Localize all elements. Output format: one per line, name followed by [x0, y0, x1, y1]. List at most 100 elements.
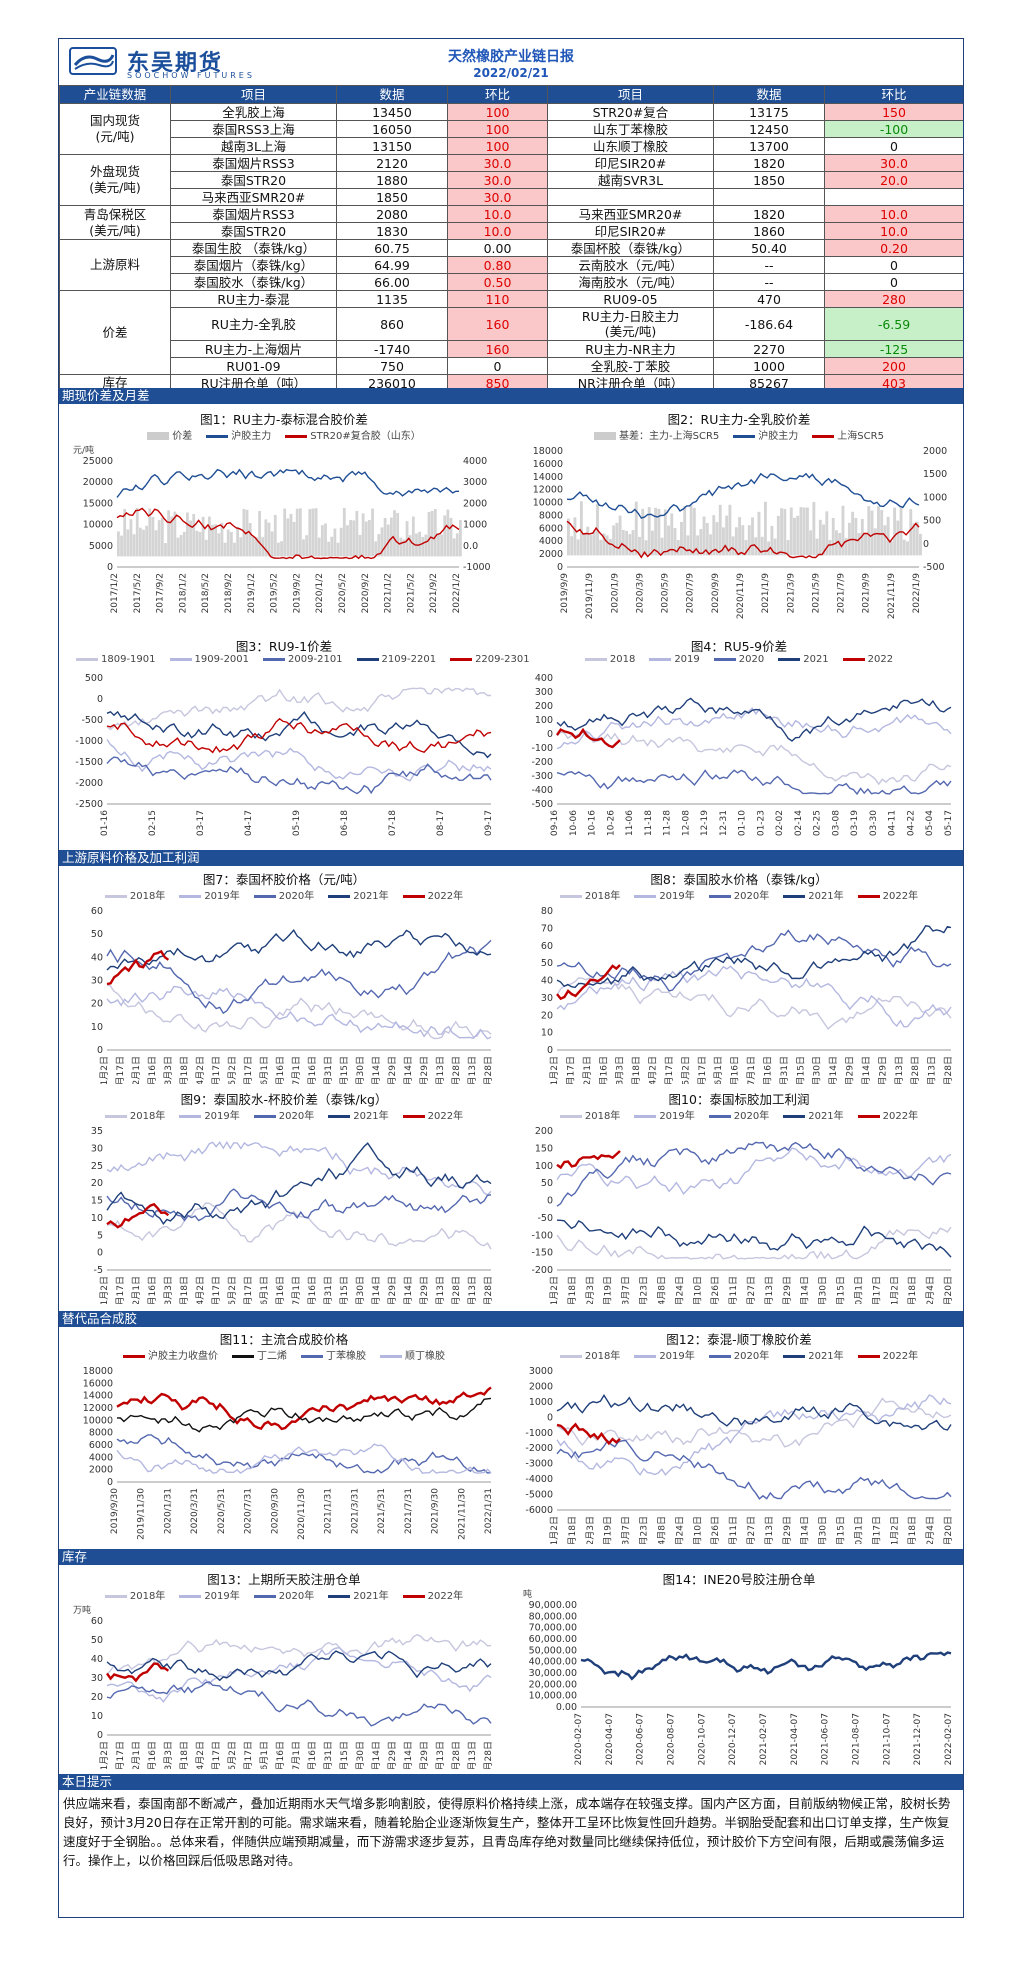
change-cell: 30.0 — [447, 188, 548, 206]
legend-swatch — [253, 894, 276, 898]
x-tick-label: 10月17日 — [871, 1276, 882, 1304]
x-tick-label: 12月28日 — [483, 1276, 494, 1304]
x-tick-label: 3月7日 — [621, 1276, 632, 1304]
y-tick-label: 16000 — [83, 1378, 113, 1389]
legend-item: 2019年 — [634, 887, 695, 902]
legend-item: 2020年 — [708, 1347, 769, 1362]
spread-bar — [634, 501, 638, 556]
x-tick-label: 5月26日 — [710, 1516, 721, 1544]
y-tick-label: 14000 — [533, 472, 563, 483]
spread-bar — [349, 519, 352, 557]
y-tick-label: 60 — [91, 1616, 103, 1627]
change-cell: 0.80 — [447, 256, 548, 274]
legend-swatch — [328, 1114, 351, 1118]
legend-label: 2022 — [867, 654, 894, 665]
category-cell: 国内现货 (元/吨) — [59, 103, 171, 155]
x-tick-label: 11月28日 — [451, 1056, 462, 1084]
legend-item: 丁苯橡胶 — [301, 1347, 366, 1362]
spread-bar — [789, 507, 793, 556]
y-tick-label: 30 — [91, 976, 103, 987]
legend-label: 基差：主力-上海SCR5 — [619, 431, 720, 442]
legend-swatch — [450, 657, 473, 661]
spread-bar — [201, 516, 205, 557]
legend-item: 2020 — [713, 654, 764, 665]
y2-tick-label: 0.0 — [463, 541, 478, 552]
spread-bar — [336, 542, 340, 557]
y-tick-label: 50 — [541, 958, 553, 969]
legend-item: 2020年 — [253, 1107, 314, 1122]
legend-label: 丁二烯 — [257, 1351, 287, 1362]
x-tick-label: 7月1日 — [291, 1741, 302, 1769]
spread-bar — [405, 521, 409, 557]
x-tick-label: 4月8日 — [656, 1516, 667, 1544]
x-tick-label: 7月16日 — [762, 1056, 773, 1084]
legend-label: 2020年 — [278, 891, 315, 902]
x-tick-label: 11-06 — [625, 810, 635, 836]
x-tick-label: 2020/3/31 — [190, 1488, 200, 1534]
x-tick-label: 12月28日 — [483, 1741, 494, 1769]
spread-bar — [317, 537, 321, 557]
y-tick-label: 25000 — [83, 456, 113, 467]
change-cell — [824, 188, 963, 206]
y2-tick-label: -1000 — [463, 562, 491, 573]
x-tick-label: 01-10 — [738, 810, 748, 836]
spread-bar — [718, 504, 722, 556]
x-tick-label: 2021/11/9 — [887, 573, 897, 619]
x-tick-label: 2021/1/9 — [761, 573, 771, 614]
legend-swatch — [104, 1114, 127, 1118]
chart-c11: 图11：主流合成胶价格 沪胶主力收盘价 丁二烯 丁苯橡胶 顺丁橡胶 18000 16000 1… — [69, 1329, 499, 1544]
y-tick-label: 18000 — [83, 1366, 113, 1377]
legend-item: 2021年 — [783, 1107, 844, 1122]
y-tick-label: 12000 — [83, 1403, 113, 1414]
x-tick-label: 2021/3/9 — [786, 573, 796, 614]
legend-item: 2019 — [649, 654, 700, 665]
spread-bar — [909, 509, 913, 556]
y-tick-label: 60,000.00 — [529, 1634, 577, 1645]
x-tick-label: 2021/5/9 — [811, 573, 821, 614]
spread-bar — [120, 535, 123, 557]
series-line — [556, 929, 952, 992]
spread-bar — [123, 509, 127, 557]
y-tick-label: 50,000.00 — [529, 1645, 577, 1656]
legend-label: 2019年 — [204, 891, 240, 902]
table-row: RU01-09 750 0 全乳胶-丁苯胶 1000 200 — [60, 357, 963, 375]
spread-bar — [339, 527, 343, 557]
spread-bar — [770, 525, 774, 556]
spread-bar — [179, 534, 183, 557]
change-cell: -100 — [824, 120, 963, 138]
x-tick-label: 2月3日 — [585, 1276, 596, 1304]
spread-bar — [346, 525, 349, 557]
spread-bar — [893, 507, 897, 556]
y-tick-label: 40 — [541, 976, 553, 987]
legend-item: 2021年 — [328, 1107, 389, 1122]
x-tick-label: 5月26日 — [710, 1276, 721, 1304]
change-cell: 150 — [824, 103, 963, 121]
spread-bar — [371, 508, 374, 557]
legend-label: 2021年 — [353, 891, 389, 902]
chart-c9: 图9：泰国胶水-杯胶价差（泰铢/kg） 2018年 2019年 2020年 2021年 2… — [69, 1089, 499, 1304]
table-header-cell: 环比 — [447, 85, 548, 104]
spread-bar — [330, 536, 334, 557]
item-name-cell: RU主力-全乳胶 — [170, 307, 337, 341]
legend-swatch — [634, 1114, 657, 1118]
spread-bar — [786, 540, 790, 556]
series-line — [556, 1422, 621, 1446]
y-tick-label: -200 — [531, 757, 553, 768]
series-line — [106, 949, 170, 986]
spread-bar — [207, 516, 211, 557]
spread-bar — [870, 510, 874, 556]
item-name-cell: 泰国生胶 （泰铢/kg） — [170, 239, 337, 257]
x-tick-label: 11月13日 — [894, 1056, 905, 1084]
spread-bar — [223, 542, 227, 557]
item-name-cell: 泰国RSS3上海 — [170, 120, 337, 138]
x-tick-label: 2021-08-07 — [852, 1713, 862, 1765]
chart-title: 图9：泰国胶水-杯胶价差（泰铢/kg） — [180, 1092, 388, 1107]
legend-label: 1809-1901 — [101, 654, 156, 665]
x-tick-label: 2020/9/2 — [361, 573, 371, 613]
x-tick-label: 07-18 — [388, 810, 398, 836]
spread-bar — [399, 537, 403, 557]
legend-swatch — [123, 1354, 145, 1358]
x-tick-label: 2020-10-07 — [697, 1713, 707, 1765]
